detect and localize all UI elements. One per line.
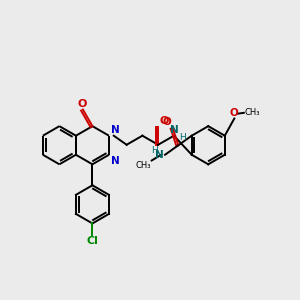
Text: O: O: [159, 116, 169, 126]
Text: CH₃: CH₃: [245, 108, 260, 117]
Text: N: N: [111, 125, 120, 135]
Text: N: N: [155, 150, 164, 160]
Text: O: O: [162, 117, 171, 127]
Text: N: N: [169, 125, 178, 135]
Text: O: O: [230, 108, 239, 118]
Text: H: H: [152, 146, 158, 155]
Text: H: H: [179, 133, 185, 142]
Text: Cl: Cl: [86, 236, 98, 246]
Text: N: N: [111, 156, 120, 166]
Text: CH₃: CH₃: [135, 161, 151, 170]
Text: O: O: [77, 99, 87, 109]
